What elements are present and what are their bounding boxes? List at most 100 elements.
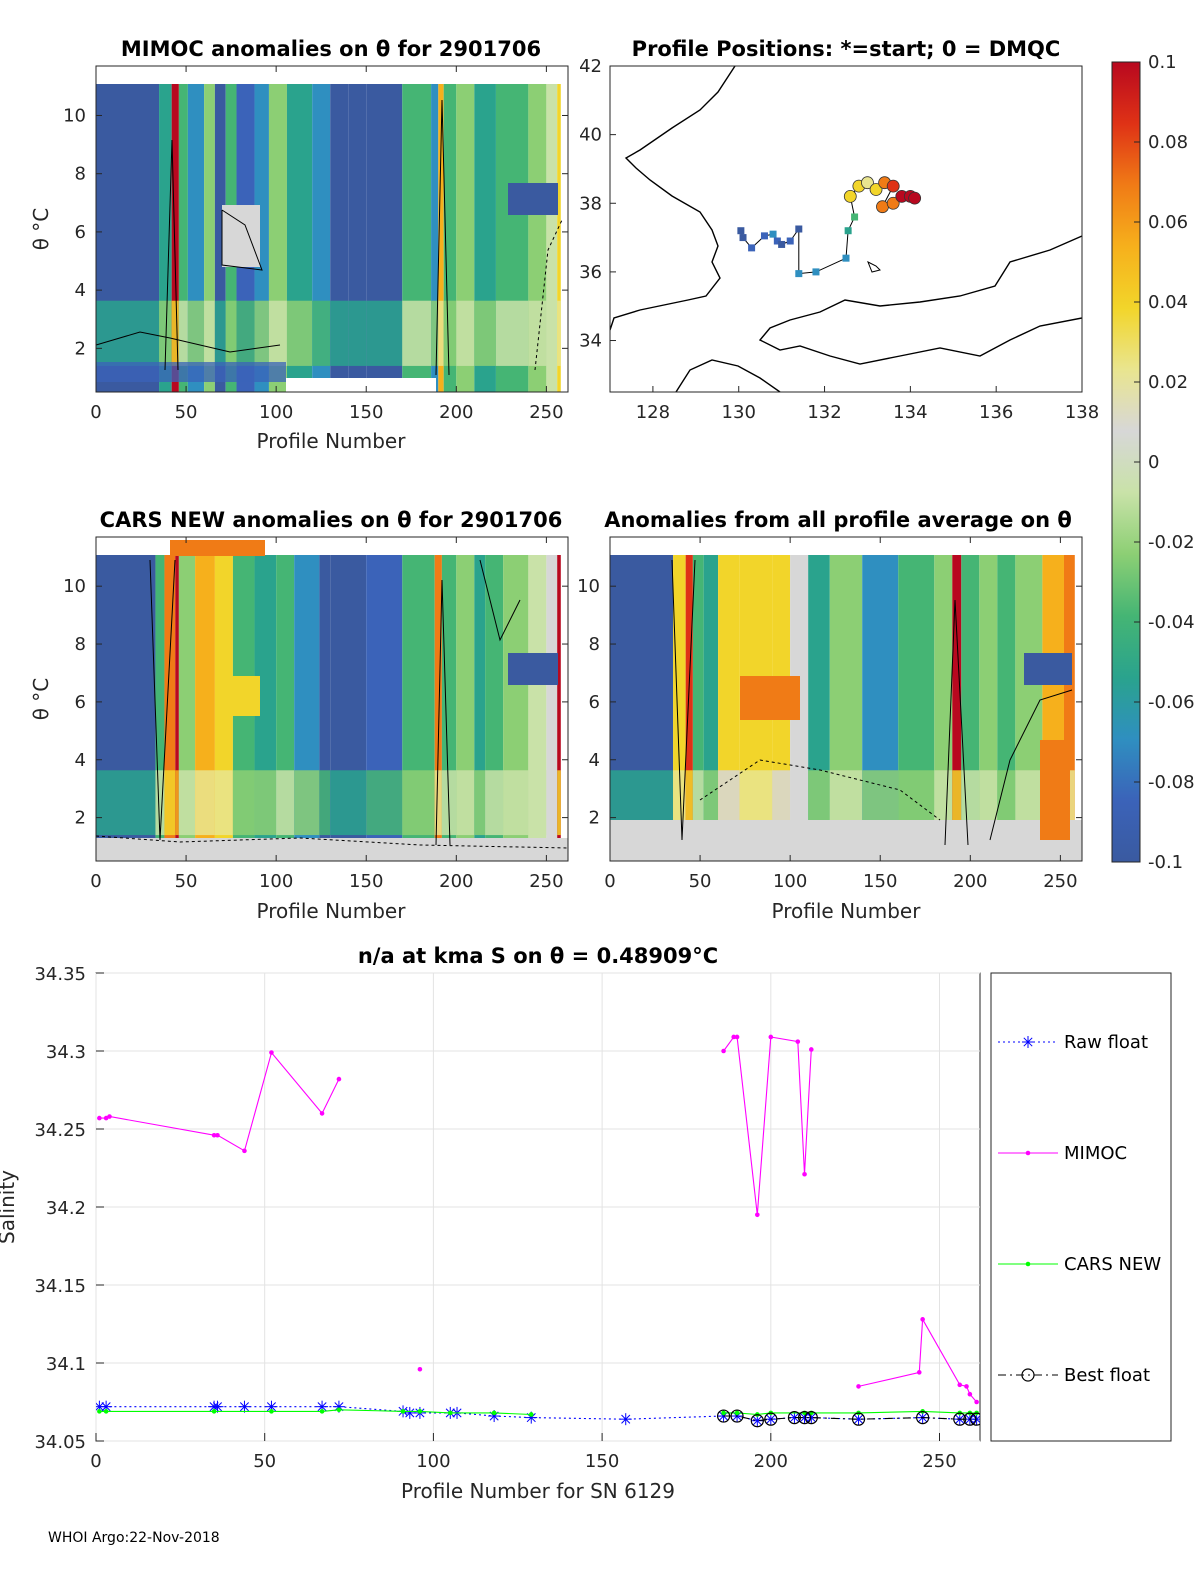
legend-marker-raw: [1022, 1036, 1034, 1048]
colorbar-tick-label: -0.04: [1148, 612, 1195, 633]
cars-cell-lower: [294, 770, 320, 836]
point-mimoc: [974, 1399, 979, 1405]
series-cars: [97, 1407, 979, 1417]
point-mimoc: [795, 1039, 801, 1044]
avg-patch-orange: [740, 676, 800, 720]
cars-xlabel: Profile Number: [257, 899, 407, 923]
avg-cell-lower: [692, 770, 704, 836]
mimoc-cell: [431, 84, 439, 392]
salinity-panel: n/a at kma S on θ = 0.48909°C 0 50 100 150 2…: [0, 944, 981, 1503]
cars-ytick-label: 10: [63, 576, 86, 597]
map-profile-square: [760, 232, 768, 240]
legend-items: Raw float MIMOC CARS NEW Best float: [998, 1032, 1161, 1386]
map-xtick-label: 128: [636, 402, 670, 423]
cars-cell: [557, 555, 561, 861]
avg-ytick-label: 6: [589, 692, 600, 713]
mimoc-cell-lower: [214, 300, 226, 366]
series-line-best: [723, 1415, 977, 1422]
map-profile-dmqc-circle: [886, 179, 900, 193]
cars-cell-lower: [164, 770, 176, 836]
map-xtick-label: 134: [893, 402, 927, 423]
colorbar-tick-label: 0.02: [1148, 372, 1188, 393]
map-profile-square: [795, 270, 803, 278]
mimoc-ytick-label: 6: [75, 222, 86, 243]
mimoc-cell-lower: [171, 300, 179, 366]
mimoc-cell-lower: [348, 300, 367, 366]
point-raw: [238, 1400, 251, 1413]
cars-cell: [175, 555, 179, 861]
mimoc-cell-lower: [546, 300, 558, 366]
avg-cell-lower: [961, 770, 980, 836]
map-profile-dmqc-circle: [843, 189, 857, 203]
avg-cell: [1063, 555, 1075, 861]
cars-cell-lower: [175, 770, 179, 836]
map-profile-square: [851, 213, 859, 221]
map-profile-dmqc-circle: [869, 183, 883, 196]
point-best: [750, 1414, 764, 1428]
map-profile-dmqc-circle: [908, 191, 922, 205]
salinity-ytick-label: 34.15: [34, 1276, 86, 1297]
cars-ytick-label: 2: [75, 808, 86, 829]
point-mimoc: [242, 1148, 247, 1154]
point-cars: [336, 1407, 342, 1413]
map-profile-dmqc-circle: [861, 176, 874, 190]
mimoc-contour-2: [435, 99, 450, 376]
mimoc-cell-lower: [268, 300, 287, 366]
legend-marker-best: [1021, 1368, 1035, 1382]
point-mimoc: [768, 1034, 774, 1040]
avg-xtick-label: 100: [773, 871, 807, 892]
avg-cell-lower: [997, 770, 1016, 836]
map-profile-dmqc-circle: [886, 196, 900, 210]
cars-title: CARS NEW anomalies on θ for 2901706: [100, 508, 563, 532]
cars-ticks: 0 50 100 150 200 250 2 4 6 8 10: [63, 537, 568, 892]
avg-cell-lower: [808, 770, 830, 836]
mimoc-ytick-label: 4: [75, 280, 86, 301]
salinity-ytick-label: 34.1: [46, 1354, 86, 1375]
point-mimoc: [215, 1132, 220, 1138]
point-best: [804, 1410, 818, 1425]
salinity-title: n/a at kma S on θ = 0.48909°C: [358, 944, 718, 968]
salinity-xtick-label: 150: [585, 1451, 619, 1472]
point-best: [764, 1412, 778, 1426]
cars-cell-lower: [474, 770, 486, 836]
mimoc-xlabel: Profile Number: [257, 429, 407, 453]
salinity-xtick-label: 250: [922, 1451, 956, 1472]
cars-cell-lower: [546, 770, 558, 836]
avg-ytick-label: 4: [589, 750, 600, 771]
series-best: [716, 1409, 980, 1428]
salinity-xtick-label: 100: [416, 1451, 450, 1472]
point-best: [797, 1410, 812, 1425]
avg-xtick-label: 50: [689, 871, 712, 892]
point-cars: [211, 1409, 217, 1414]
mimoc-cell-lower: [495, 300, 529, 366]
map-profile-square: [842, 254, 850, 262]
mimoc-ytick-label: 10: [63, 105, 86, 126]
salinity-ytick-label: 34.3: [46, 1042, 86, 1063]
avg-contour-3: [699, 759, 941, 821]
mimoc-bottom-gap: [286, 378, 436, 392]
cars-cell-lower: [402, 770, 435, 836]
cars-cell-lower: [366, 770, 403, 836]
cars-cell: [319, 555, 331, 861]
legend-label-cars: CARS NEW: [1064, 1254, 1161, 1275]
map-ytick-label: 38: [579, 193, 602, 214]
cars-cell-lower: [434, 770, 442, 836]
cars-cell-lower: [254, 770, 277, 836]
point-cars: [319, 1409, 325, 1414]
mimoc-cell-lower: [528, 300, 547, 366]
avg-cell-lower: [703, 770, 719, 836]
avg-xtick-label: 150: [863, 871, 897, 892]
avg-cell-lower: [790, 770, 809, 836]
avg-block-dark: [1024, 653, 1072, 685]
cars-cell-lower: [319, 770, 331, 836]
point-raw: [100, 1400, 113, 1413]
map-panel: Profile Positions: *=start; 0 = DMQC 128…: [579, 37, 1099, 423]
cars-xtick-label: 100: [259, 871, 293, 892]
cars-cell-lower: [232, 770, 255, 836]
cars-ytick-label: 8: [75, 634, 86, 655]
map-profile-square: [737, 227, 745, 235]
map-profile-square: [795, 225, 803, 233]
mimoc-cell-lower: [159, 300, 172, 366]
cars-cell: [164, 555, 176, 861]
cars-cell: [546, 555, 558, 861]
